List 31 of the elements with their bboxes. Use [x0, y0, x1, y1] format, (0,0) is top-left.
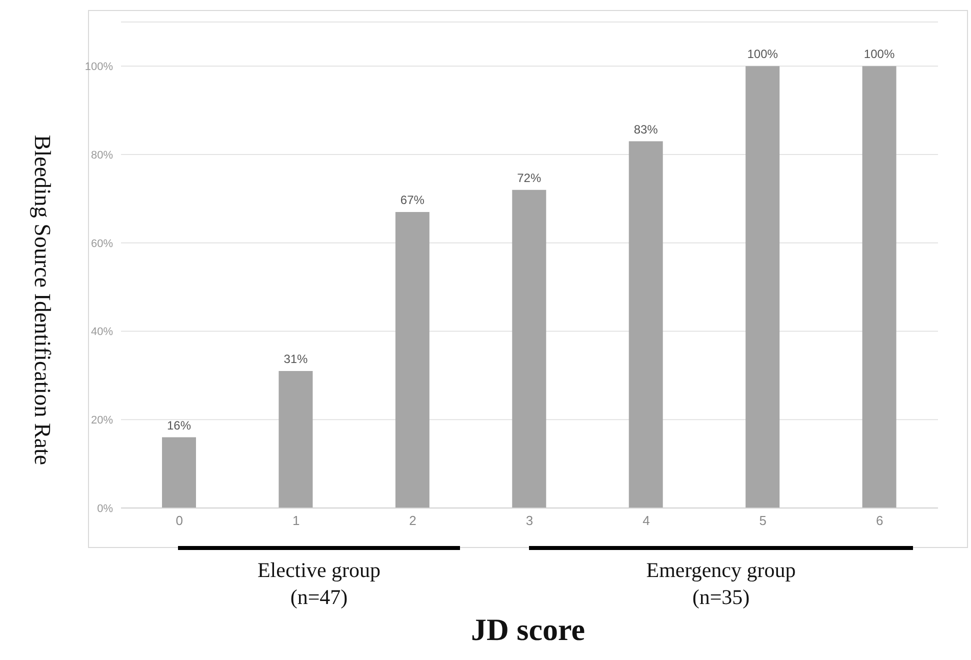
x-axis-title: JD score: [470, 612, 586, 648]
bar: [395, 212, 430, 508]
y-tick-label: 0%: [97, 502, 114, 515]
y-tick-label: 60%: [90, 238, 114, 250]
bar: [512, 190, 546, 508]
data-label: 72%: [517, 170, 542, 185]
data-label: 100%: [747, 47, 778, 62]
y-tick-label: 20%: [90, 414, 114, 427]
bar: [628, 141, 663, 508]
y-tick-label: 100%: [84, 61, 114, 74]
y-tick-label: 80%: [90, 149, 114, 162]
bar: [862, 66, 896, 508]
x-tick-label: 3: [526, 513, 534, 528]
x-tick-label: 6: [876, 513, 884, 528]
bar: [278, 371, 313, 508]
x-tick-label: 4: [642, 513, 650, 528]
y-axis-title: Bleeding Source Identification Rate: [29, 134, 55, 466]
x-tick-label: 1: [292, 513, 300, 528]
data-label: 100%: [864, 47, 895, 62]
bar: [746, 66, 780, 508]
data-label: 31%: [284, 352, 308, 366]
x-tick-label: 0: [176, 513, 183, 528]
y-tick-label: 40%: [90, 326, 114, 338]
data-label: 16%: [166, 418, 192, 432]
data-label: 83%: [634, 122, 658, 136]
x-tick-label: 5: [759, 513, 767, 528]
text: Emergency group (n=35): [645, 557, 797, 611]
bar: [162, 437, 196, 508]
x-tick-label: 2: [409, 513, 416, 528]
text: Elective group (n=47): [256, 557, 382, 611]
data-label: 67%: [400, 192, 425, 207]
